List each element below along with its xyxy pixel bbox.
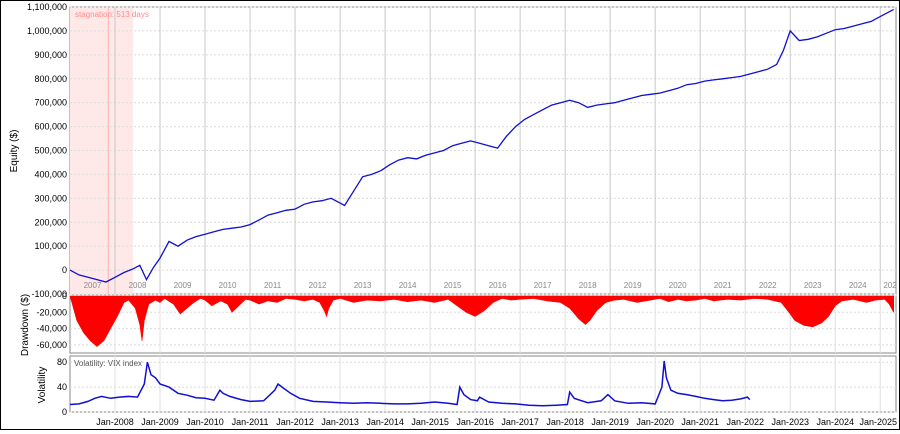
- equity-year-label: 2020: [669, 281, 687, 290]
- drawdown-panel: 0 -20,000 -40,000 -60,000 Drawdown ($): [20, 291, 897, 356]
- x-tick-label: Jan-2014: [366, 417, 404, 427]
- x-tick-label: Jan-2018: [546, 417, 584, 427]
- equity-y-tick-labels: 1,100,000 1,000,000 900,000 800,000 700,000 6…: [27, 2, 67, 299]
- x-tick-label: Jan-2011: [232, 417, 269, 427]
- equity-year-label: 2017: [534, 281, 552, 290]
- volatility-line: [69, 360, 751, 407]
- equity-year-labels: 2007 2008 2009 2010 2011 2012 2013 2014 2015 2016…: [84, 281, 898, 290]
- x-tick-label: Jan-2012: [276, 417, 314, 427]
- drawdown-area: [69, 295, 894, 347]
- x-tick-label: Jan-2019: [591, 417, 629, 427]
- drawdown-y-tick-label: -40,000: [36, 324, 67, 334]
- equity-series: [69, 8, 895, 283]
- x-tick-label: Jan-2010: [186, 417, 224, 427]
- equity-y-tick-label: 700,000: [34, 98, 67, 108]
- equity-year-label: 2024: [849, 281, 867, 290]
- x-tick-label: Jan-2016: [456, 417, 494, 427]
- equity-y-tick-label: 100,000: [34, 241, 67, 251]
- volatility-plot-area: [69, 355, 897, 413]
- x-tick-label: Jan-2015: [411, 417, 449, 427]
- x-tick-label: Jan-2017: [501, 417, 539, 427]
- volatility-y-tick-label: 80: [57, 357, 67, 367]
- equity-y-tick-label: 1,000,000: [27, 26, 67, 36]
- x-tick-label: Jan-2008: [96, 417, 134, 427]
- equity-y-tick-label: 0: [62, 265, 67, 275]
- equity-year-label: 2023: [804, 281, 822, 290]
- x-tick-label: Jan-2021: [681, 417, 719, 427]
- equity-y-tick-label: 200,000: [34, 217, 67, 227]
- drawdown-y-tick-label: 0: [62, 291, 67, 301]
- equity-y-tick-label: 900,000: [34, 50, 67, 60]
- equity-y-tick-label: 600,000: [34, 122, 67, 132]
- x-tick-label: Jan-2020: [636, 417, 674, 427]
- equity-year-label: 2022: [759, 281, 777, 290]
- equity-year-label: 2012: [309, 281, 327, 290]
- equity-year-label: 2008: [129, 281, 147, 290]
- drawdown-y-tick-labels: 0 -20,000 -40,000 -60,000: [36, 291, 67, 350]
- equity-year-label: 2019: [624, 281, 642, 290]
- equity-y-tick-label: 800,000: [34, 74, 67, 84]
- x-tick-label: Jan-2025: [859, 417, 897, 427]
- x-tick-label: Jan-2013: [321, 417, 359, 427]
- drawdown-axis-title: Drawdown ($): [20, 294, 31, 356]
- volatility-y-tick-label: 0: [62, 407, 67, 417]
- drawdown-y-tick-label: -60,000: [36, 340, 67, 350]
- equity-panel: 1,100,000 1,000,000 900,000 800,000 700,000 6…: [9, 2, 897, 299]
- equity-year-label: 2009: [174, 281, 192, 290]
- volatility-panel: 80 40 0 Volatility: VIX index Volatility J…: [37, 355, 897, 427]
- equity-year-label: 2016: [489, 281, 507, 290]
- equity-year-label: 2013: [354, 281, 372, 290]
- equity-gridlines: [70, 6, 896, 295]
- stagnation-label: stagnation: 513 days: [75, 10, 149, 19]
- equity-y-tick-label: -100,000: [31, 289, 67, 299]
- equity-axis-title: Equity ($): [9, 130, 20, 173]
- x-tick-label: Jan-2009: [141, 417, 179, 427]
- volatility-legend-label: Volatility: VIX index: [74, 359, 142, 368]
- equity-year-label: 2021: [714, 281, 732, 290]
- x-tick-label: Jan-2023: [771, 417, 809, 427]
- equity-line: [69, 8, 895, 283]
- x-axis-tick-labels: Jan-2008 Jan-2009 Jan-2010 Jan-2011 Jan-2012…: [96, 417, 897, 427]
- equity-year-label: 2010: [219, 281, 237, 290]
- x-tick-label: Jan-2024: [816, 417, 854, 427]
- equity-year-label: 2011: [264, 281, 282, 290]
- x-tick-label: Jan-2022: [726, 417, 764, 427]
- equity-y-tick-label: 400,000: [34, 169, 67, 179]
- volatility-series: [69, 360, 751, 407]
- equity-year-label: 2014: [399, 281, 417, 290]
- equity-year-label: 2018: [579, 281, 597, 290]
- equity-y-tick-label: 1,100,000: [27, 2, 67, 12]
- equity-year-label: 2015: [444, 281, 462, 290]
- drawdown-series: [69, 295, 894, 347]
- drawdown-y-tick-label: -20,000: [36, 307, 67, 317]
- equity-year-label: 2007: [84, 281, 102, 290]
- equity-y-tick-label: 500,000: [34, 146, 67, 156]
- equity-year-label: 202: [883, 281, 897, 290]
- volatility-y-tick-labels: 80 40 0: [57, 357, 67, 417]
- equity-y-tick-label: 300,000: [34, 193, 67, 203]
- volatility-axis-title: Volatility: [37, 367, 48, 404]
- volatility-y-tick-label: 40: [57, 382, 67, 392]
